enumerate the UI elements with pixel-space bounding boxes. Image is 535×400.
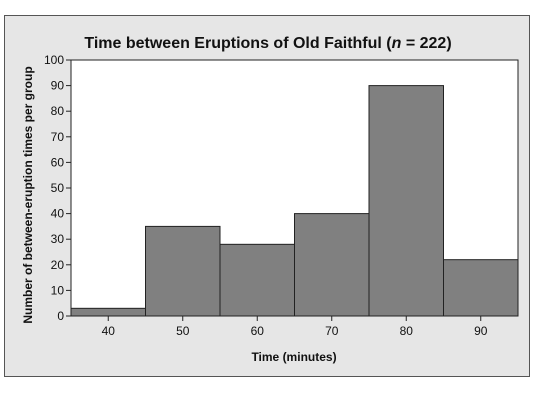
y-tick-label: 80 [51, 104, 65, 118]
histogram-bar [294, 213, 370, 317]
y-tick-label: 60 [51, 155, 65, 169]
x-tick-label: 70 [325, 324, 339, 338]
x-axis-label: Time (minutes) [251, 350, 336, 364]
y-tick-label: 20 [51, 258, 65, 272]
y-tick-label: 70 [51, 130, 65, 144]
y-tick-label: 0 [57, 309, 64, 323]
x-tick-label: 90 [474, 324, 488, 338]
x-tick-label: 60 [251, 324, 265, 338]
y-tick-label: 100 [44, 53, 64, 67]
y-tick-label: 90 [51, 79, 65, 93]
histogram-bar [70, 307, 146, 317]
x-tick-label: 40 [102, 324, 116, 338]
histogram-bar [145, 225, 221, 317]
y-axis-label: Number of between-eruption times per gro… [21, 66, 35, 323]
histogram-bar [368, 85, 444, 317]
y-tick-label: 40 [51, 207, 65, 221]
y-tick-label: 50 [51, 181, 65, 195]
x-tick-label: 50 [176, 324, 190, 338]
chart-title: Time between Eruptions of Old Faithful (… [84, 35, 451, 52]
y-tick-label: 10 [51, 283, 65, 297]
y-tick-label: 30 [51, 232, 65, 246]
histogram-bar [443, 259, 519, 317]
x-tick-label: 80 [400, 324, 414, 338]
histogram-bar [219, 243, 295, 317]
